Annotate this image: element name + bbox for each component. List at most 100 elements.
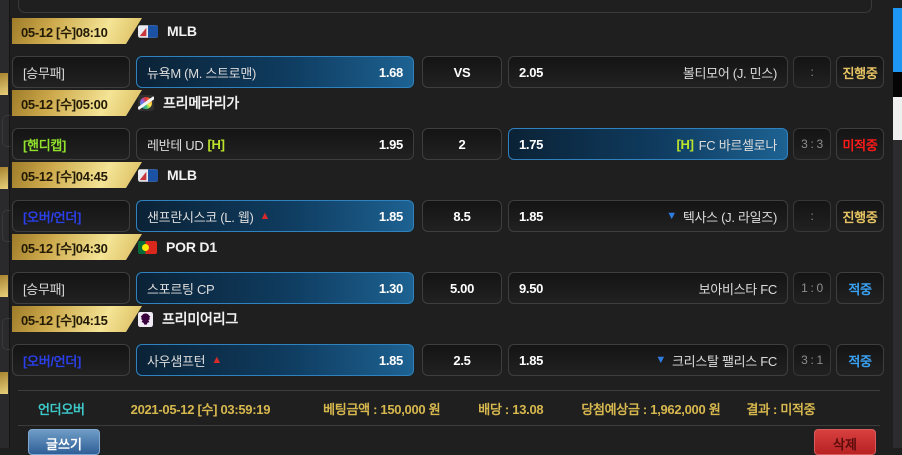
scrollbar-track[interactable] (893, 140, 902, 448)
home-team-name: 샌프란시스코 (L. 웹) (147, 209, 254, 225)
over-pick-button[interactable]: 샌프란시스코 (L. 웹) ▲ 1.85 (136, 200, 414, 232)
draw-pick-button[interactable]: 5.00 (422, 272, 502, 304)
status-badge: 적중 (836, 344, 884, 376)
away-odds: 9.50 (519, 280, 544, 296)
match-time-banner: 05-12 [수]04:45 (12, 162, 142, 188)
mlb-logo-icon (138, 168, 158, 182)
scrollbar-thumb[interactable] (893, 8, 902, 72)
league-header: 프리미어리그 (138, 306, 238, 332)
bet-type-label: [오버/언더] (12, 344, 130, 376)
score-box: : (793, 200, 831, 232)
delete-button[interactable]: 삭제 (814, 429, 876, 455)
league-name: MLB (167, 23, 197, 39)
match-time: 05-12 [수]04:45 (21, 168, 108, 184)
home-odds: 1.30 (378, 280, 403, 296)
bet-result: 결과 : 미적중 (746, 401, 816, 417)
draw-pick-button[interactable]: VS (422, 56, 502, 88)
score-box: 3 : 3 (793, 128, 831, 160)
scrollbar[interactable] (893, 0, 902, 448)
bet-type-label: [승무패] (12, 272, 130, 304)
home-pick-button[interactable]: 레반테 UD [H] 1.95 (136, 128, 414, 160)
handicap-line[interactable]: 2 (422, 128, 502, 160)
odds-up-icon: ▲ (211, 354, 222, 366)
home-odds: 1.68 (378, 64, 403, 80)
match-row: 05-12 [수]05:00 프리메라리가 [핸디캡] 레반테 UD [H] 1… (10, 90, 894, 162)
away-team-name: 볼티모어 (J. 민스) (682, 65, 777, 81)
match-row: 05-12 [수]04:30 POR D1 [승무패] 스포르팅 CP 1.30… (10, 234, 894, 306)
league-header: 프리메라리가 (138, 90, 239, 116)
odds-down-icon: ▼ (655, 354, 667, 366)
away-odds: 1.85 (519, 352, 544, 368)
bet-amount: 베팅금액 : 150,000 원 (323, 401, 441, 417)
cropped-banner-fragment (0, 73, 8, 95)
bet-row: [승무패] 뉴욕M (M. 스트로맨) 1.68 VS 2.05 볼티모어 (J… (10, 56, 894, 88)
over-under-line[interactable]: 8.5 (422, 200, 502, 232)
league-header: MLB (138, 18, 197, 44)
under-pick-button[interactable]: 1.85 ▼ 크리스탈 팰리스 FC (508, 344, 788, 376)
away-pick-button[interactable]: 1.75 [H] FC 바르셀로나 (508, 128, 788, 160)
score-box: : (793, 56, 831, 88)
match-time-banner: 05-12 [수]04:30 (12, 234, 142, 260)
status-badge: 미적중 (836, 128, 884, 160)
league-header: MLB (138, 162, 197, 188)
home-handicap-tag: [H] (207, 136, 225, 152)
bet-slip-title: 언더오버 (38, 401, 85, 417)
match-row: 05-12 [수]04:45 MLB [오버/언더] 샌프란시스코 (L. 웹)… (10, 162, 894, 234)
home-team-name: 스포르팅 CP (147, 281, 215, 297)
away-team-name: 크리스탈 팰리스 FC (672, 353, 777, 369)
league-name: 프리미어리그 (162, 311, 239, 327)
match-time: 05-12 [수]04:30 (21, 240, 108, 256)
under-pick-button[interactable]: 1.85 ▼ 텍사스 (J. 라일즈) (508, 200, 788, 232)
match-row: 05-12 [수]04:15 프리미어리그 [오버/언더] 사우샘프턴 ▲ 1.… (10, 306, 894, 378)
cropped-banner-fragment (0, 167, 8, 189)
away-pick-button[interactable]: 9.50 보아비스타 FC (508, 272, 788, 304)
bet-row: [오버/언더] 사우샘프턴 ▲ 1.85 2.5 1.85 ▼ 크리스탈 팰리스… (10, 344, 894, 376)
total-odds: 배당 : 13.08 (478, 401, 544, 417)
cropped-left-column (0, 0, 10, 448)
home-odds: 1.85 (378, 208, 403, 224)
match-time: 05-12 [수]08:10 (21, 24, 108, 40)
score-box: 1 : 0 (793, 272, 831, 304)
away-odds: 2.05 (519, 64, 544, 80)
bet-row: [오버/언더] 샌프란시스코 (L. 웹) ▲ 1.85 8.5 1.85 ▼ … (10, 200, 894, 232)
bet-slip-summary: 언더오버 2021-05-12 [수] 03:59:19 베팅금액 : 150,… (18, 390, 880, 426)
home-pick-button[interactable]: 뉴욕M (M. 스트로맨) 1.68 (136, 56, 414, 88)
cropped-previous-row (18, 0, 872, 13)
score-box: 3 : 1 (793, 344, 831, 376)
match-time: 05-12 [수]04:15 (21, 312, 108, 328)
over-under-line[interactable]: 2.5 (422, 344, 502, 376)
bet-type-label: [오버/언더] (12, 200, 130, 232)
league-name: POR D1 (166, 239, 217, 255)
home-odds: 1.85 (378, 352, 403, 368)
league-name: 프리메라리가 (163, 95, 240, 111)
away-odds: 1.85 (519, 208, 544, 224)
home-team-name: 뉴욕M (M. 스트로맨) (147, 65, 257, 81)
bet-datetime: 2021-05-12 [수] 03:59:19 (130, 401, 271, 417)
cropped-banner-fragment (0, 372, 8, 394)
away-team-name: 보아비스타 FC (698, 281, 778, 297)
odds-up-icon: ▲ (259, 210, 271, 222)
premier-league-logo-icon (138, 311, 153, 327)
bet-slip-list: 05-12 [수]08:10 MLB [승무패] 뉴욕M (M. 스트로맨) 1… (10, 18, 894, 378)
away-team-name: FC 바르셀로나 (698, 137, 778, 153)
home-team-name: 레반테 UD (147, 137, 204, 153)
home-pick-button[interactable]: 스포르팅 CP 1.30 (136, 272, 414, 304)
home-odds: 1.95 (378, 136, 403, 152)
match-time-banner: 05-12 [수]04:15 (12, 306, 142, 332)
league-name: MLB (167, 167, 197, 183)
match-time-banner: 05-12 [수]05:00 (12, 90, 142, 116)
expected-winnings: 당첨예상금 : 1,962,000 원 (581, 401, 721, 417)
match-row: 05-12 [수]08:10 MLB [승무패] 뉴욕M (M. 스트로맨) 1… (10, 18, 894, 90)
laliga-logo-icon (138, 95, 154, 111)
bet-row: [승무패] 스포르팅 CP 1.30 5.00 9.50 보아비스타 FC 1 … (10, 272, 894, 304)
write-post-button[interactable]: 글쓰기 (28, 429, 100, 455)
away-odds: 1.75 (519, 136, 544, 152)
match-time-banner: 05-12 [수]08:10 (12, 18, 142, 44)
bet-type-label: [핸디캡] (12, 128, 130, 160)
cropped-banner-fragment (0, 275, 8, 297)
bet-type-label: [승무패] (12, 56, 130, 88)
over-pick-button[interactable]: 사우샘프턴 ▲ 1.85 (136, 344, 414, 376)
away-handicap-tag: [H] (676, 136, 694, 152)
match-time: 05-12 [수]05:00 (21, 96, 108, 112)
away-pick-button[interactable]: 2.05 볼티모어 (J. 민스) (508, 56, 788, 88)
